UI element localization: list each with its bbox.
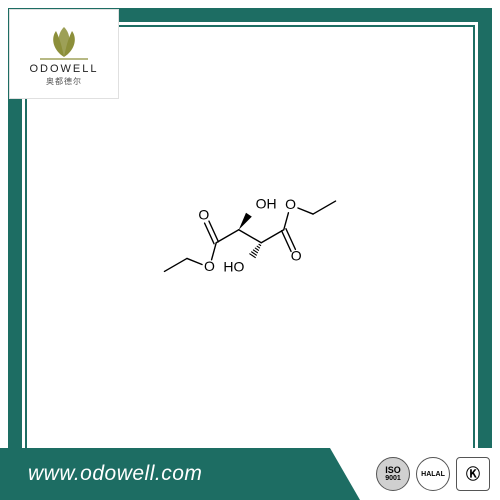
svg-text:HO: HO [223, 258, 244, 274]
iso-9001-badge: ISO9001 [376, 457, 410, 491]
kosher-badge: Ⓚ [456, 457, 490, 491]
chemical-structure-diagram: OOHOOHOO [100, 126, 400, 351]
svg-text:O: O [285, 196, 296, 212]
svg-text:O: O [291, 247, 302, 263]
svg-text:O: O [204, 258, 215, 274]
website-url: www.odowell.com [0, 462, 202, 486]
footer-url-band: www.odowell.com [0, 448, 202, 500]
certification-badges: ISO9001HALALⓀ [376, 457, 490, 491]
svg-text:OH: OH [256, 195, 277, 211]
odowell-logo: ODOWELL 奥都德尔 [9, 9, 119, 99]
inner-teal-frame: ODOWELL 奥都德尔 OOHOOHOO [25, 25, 475, 475]
svg-text:O: O [198, 206, 209, 222]
content-area: ODOWELL 奥都德尔 OOHOOHOO [27, 27, 473, 473]
leaf-mark-icon [34, 27, 94, 61]
halal-badge: HALAL [416, 457, 450, 491]
logo-subtitle: 奥都德尔 [46, 76, 82, 87]
footer-band: www.odowell.com ISO9001HALALⓀ [0, 448, 500, 500]
logo-wordmark: ODOWELL [29, 63, 98, 75]
outer-teal-frame: ODOWELL 奥都德尔 OOHOOHOO [8, 8, 492, 492]
